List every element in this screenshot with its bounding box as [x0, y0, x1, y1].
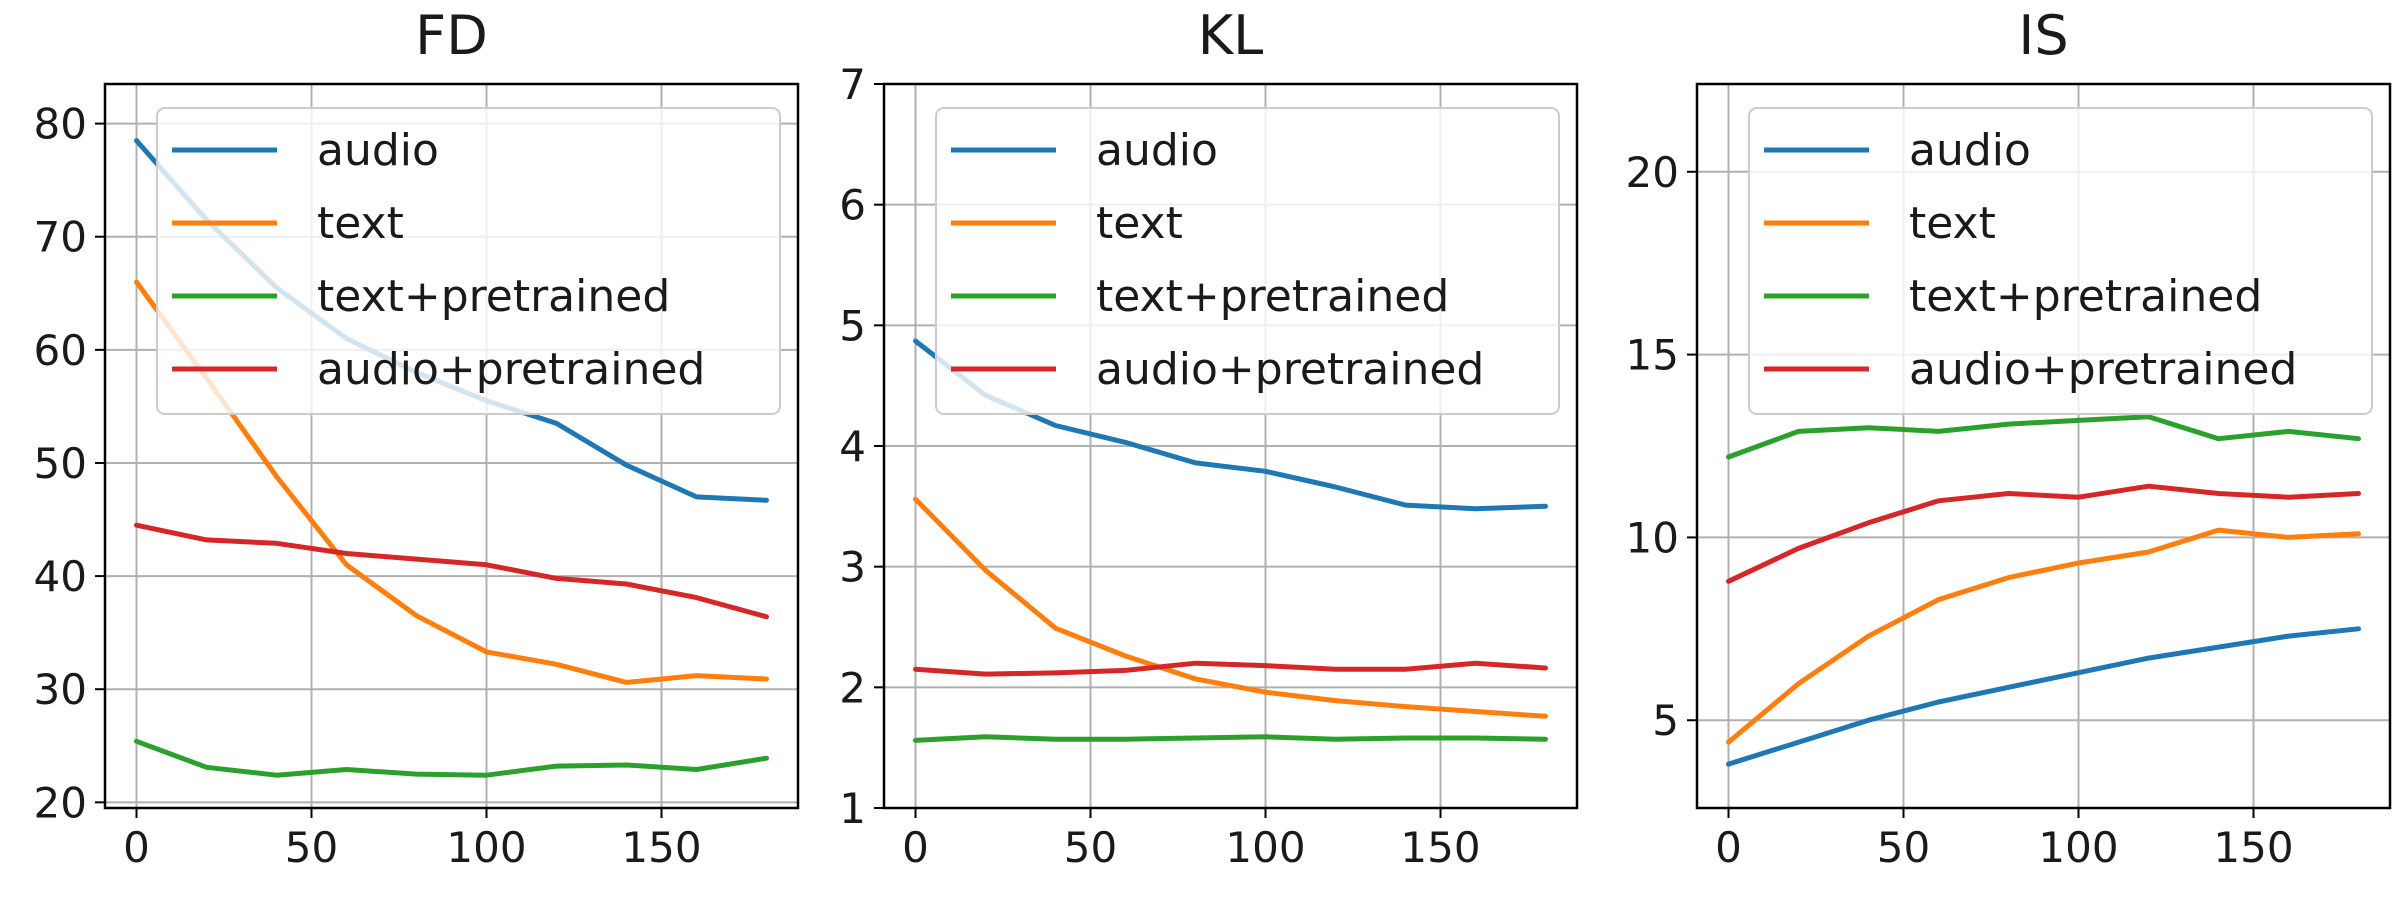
x-tick-label: 0	[902, 823, 929, 872]
legend-box	[156, 107, 781, 415]
legend-label: text	[317, 198, 404, 249]
y-tick-label: 7	[839, 60, 866, 109]
legend-label: text	[1909, 198, 1996, 249]
y-tick-label: 10	[1626, 513, 1679, 562]
legend-label: audio	[1909, 125, 2031, 176]
x-tick-label: 50	[1877, 823, 1930, 872]
y-tick-label: 20	[34, 778, 87, 827]
x-tick-label: 50	[1064, 823, 1117, 872]
series-line-audio-pretrained	[913, 660, 1548, 677]
series-line-audio	[1726, 626, 2361, 767]
y-tick-label: 20	[1626, 148, 1679, 197]
chart-title: KL	[1198, 4, 1264, 67]
y-tick-label: 50	[34, 439, 87, 488]
legend-label: audio	[1096, 125, 1218, 176]
y-tick-label: 80	[34, 100, 87, 149]
subplot-is: IS 0 50 100 150 5 10 15 20 audio text text+pretrai…	[1626, 4, 2392, 872]
legend-label: text	[1096, 198, 1183, 249]
x-tick-label: 0	[1715, 823, 1742, 872]
series-line-text	[913, 496, 1548, 719]
y-tick-label: 5	[1652, 696, 1679, 745]
y-tick-label: 4	[839, 422, 866, 471]
chart-title: FD	[415, 4, 488, 67]
x-tick-label: 0	[123, 823, 150, 872]
x-tick-label: 150	[1400, 823, 1480, 872]
series-line-text-pretrained	[1726, 414, 2361, 460]
x-tick-label: 100	[2038, 823, 2118, 872]
subplot-fd: FD 0 50 100 150 20 30 40 50 60 70 80 audio text text+…	[34, 4, 800, 872]
legend-label: audio	[317, 125, 439, 176]
axes-frame	[1695, 82, 2392, 810]
legend-label: audio+pretrained	[1909, 344, 2297, 395]
legend-label: text+pretrained	[317, 271, 670, 322]
legend-box	[935, 107, 1560, 415]
y-tick-label: 70	[34, 213, 87, 262]
chart-title: IS	[2018, 4, 2068, 67]
series-line-text-pretrained	[134, 738, 769, 778]
legend-box	[1748, 107, 2373, 415]
series-line-audio-pretrained	[134, 522, 769, 620]
x-tick-label: 50	[285, 823, 338, 872]
y-tick-label: 60	[34, 326, 87, 375]
y-tick-label: 1	[839, 784, 866, 833]
subplot-kl: KL 0 50 100 150 1 2 3 4 5 6 7 audio text text+pretrai…	[839, 4, 1579, 872]
y-tick-label: 15	[1626, 331, 1679, 380]
series-line-text-pretrained	[913, 734, 1548, 743]
series-line-text	[1726, 527, 2361, 745]
x-tick-label: 100	[446, 823, 526, 872]
x-tick-label: 150	[621, 823, 701, 872]
y-tick-label: 6	[839, 181, 866, 230]
axes-frame	[103, 82, 800, 810]
legend-label: text+pretrained	[1909, 271, 2262, 322]
y-tick-label: 2	[839, 663, 866, 712]
series-line-text	[134, 279, 769, 685]
y-tick-label: 3	[839, 543, 866, 592]
y-tick-label: 40	[34, 552, 87, 601]
legend-label: audio+pretrained	[1096, 344, 1484, 395]
x-tick-label: 100	[1225, 823, 1305, 872]
x-tick-label: 150	[2213, 823, 2293, 872]
series-line-audio-pretrained	[1726, 483, 2361, 584]
y-tick-label: 30	[34, 665, 87, 714]
y-tick-label: 5	[839, 301, 866, 350]
legend-label: text+pretrained	[1096, 271, 1449, 322]
legend-label: audio+pretrained	[317, 344, 705, 395]
